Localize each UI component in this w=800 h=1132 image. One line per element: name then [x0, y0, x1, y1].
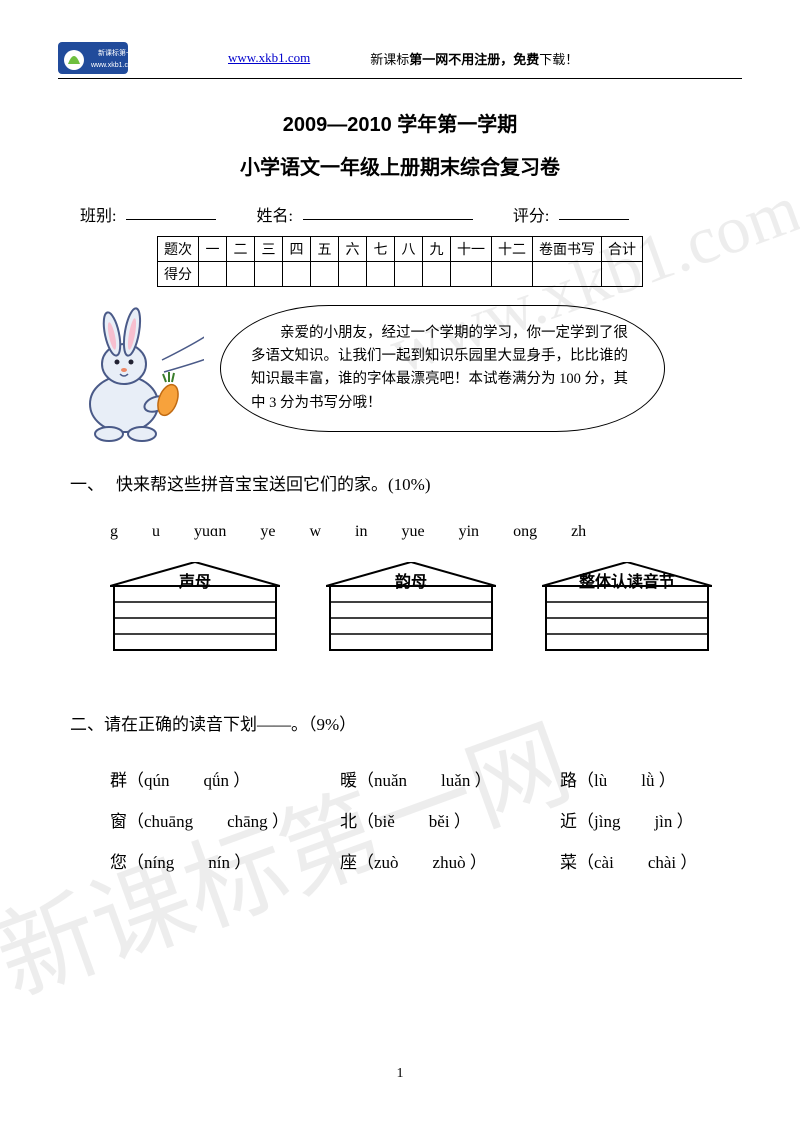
q2-item[interactable]: 近（jìng jìn ） [560, 802, 730, 843]
question-1: 一、 快来帮这些拼音宝宝送回它们的家。(10%) g u yuɑn ye w in yue y… [70, 469, 730, 663]
q2-item[interactable]: 群（qún qǘn ） [110, 761, 330, 802]
score-header-cell: 三 [255, 237, 283, 262]
header-link[interactable]: www.xkb1.com [228, 50, 310, 66]
q2-item[interactable]: 暖（nuǎn luǎn ） [340, 761, 550, 802]
q2-number: 二、 [70, 709, 104, 741]
score-table-header-row: 题次一二三四五六七八九十一十二卷面书写合计 [158, 237, 643, 262]
pinyin-house[interactable]: 韵母 [326, 562, 496, 663]
bubble-text: 亲爱的小朋友，经过一个学期的学习，你一定学到了很多语文知识。让我们一起到知识乐园… [251, 325, 628, 411]
svg-text:新课标第一网: 新课标第一网 [98, 48, 128, 57]
score-row-label: 得分 [158, 262, 199, 287]
name-blank[interactable] [303, 202, 473, 220]
pinyin-item: ong [513, 517, 537, 547]
score-table-score-row: 得分 [158, 262, 643, 287]
pinyin-item: w [309, 517, 321, 547]
score-cell[interactable] [395, 262, 423, 287]
score-cell[interactable] [602, 262, 643, 287]
title-line-2: 小学语文一年级上册期末综合复习卷 [70, 151, 730, 180]
score-cell[interactable] [227, 262, 255, 287]
site-logo: 新课标第一网 www.xkb1.com [58, 42, 128, 74]
score-header-cell: 题次 [158, 237, 199, 262]
q2-item[interactable]: 窗（chuāng chāng ） [110, 802, 330, 843]
score-header-cell: 合计 [602, 237, 643, 262]
name-label: 姓名: [256, 202, 292, 226]
score-cell[interactable] [367, 262, 395, 287]
q1-pinyin-row: g u yuɑn ye w in yue yin ong zh [70, 517, 730, 547]
score-header-cell: 二 [227, 237, 255, 262]
pinyin-item: u [152, 517, 160, 547]
question-2: 二、 请在正确的读音下划——。（9%） 群（qún qǘn ）暖（nuǎn lu… [70, 709, 730, 884]
score-header-cell: 九 [423, 237, 451, 262]
score-header-cell: 十一 [451, 237, 492, 262]
q1-number: 一、 [70, 469, 116, 501]
score-header-cell: 八 [395, 237, 423, 262]
page-header: 新课标第一网 www.xkb1.com www.xkb1.com 新课标第一网不… [58, 42, 742, 79]
header-text-1: 新课标 [370, 52, 409, 67]
score-blank[interactable] [559, 202, 629, 220]
pinyin-item: in [355, 517, 367, 547]
pinyin-item: g [110, 517, 118, 547]
score-header-cell: 四 [283, 237, 311, 262]
score-cell[interactable] [255, 262, 283, 287]
score-header-cell: 六 [339, 237, 367, 262]
page-content: 2009—2010 学年第一学期 小学语文一年级上册期末综合复习卷 班别: 姓名… [70, 100, 730, 884]
score-header-cell: 十二 [492, 237, 533, 262]
speech-bubble: 亲爱的小朋友，经过一个学期的学习，你一定学到了很多语文知识。让我们一起到知识乐园… [220, 305, 665, 432]
class-blank[interactable] [126, 202, 216, 220]
q2-item[interactable]: 北（biě běi ） [340, 802, 550, 843]
q1-title: 快来帮这些拼音宝宝送回它们的家。(10%) [116, 469, 430, 501]
house-label: 韵母 [326, 568, 496, 598]
score-header-cell: 七 [367, 237, 395, 262]
header-text-bold: 第一网不用注册，免费 [409, 52, 539, 67]
intro-speech: 亲爱的小朋友，经过一个学期的学习，你一定学到了很多语文知识。让我们一起到知识乐园… [70, 299, 730, 449]
header-slogan: 新课标第一网不用注册，免费下载！ [370, 49, 578, 68]
score-cell[interactable] [451, 262, 492, 287]
page-number: 1 [0, 1066, 800, 1082]
q2-item[interactable]: 路（lù lǜ ） [560, 761, 730, 802]
pinyin-house[interactable]: 声母 [110, 562, 280, 663]
pinyin-house[interactable]: 整体认读音节 [542, 562, 712, 663]
class-label: 班别: [80, 202, 116, 226]
q2-row: 群（qún qǘn ）暖（nuǎn luǎn ）路（lù lǜ ） [110, 761, 730, 802]
score-cell[interactable] [533, 262, 602, 287]
score-cell[interactable] [311, 262, 339, 287]
pinyin-item: yue [402, 517, 425, 547]
score-cell[interactable] [339, 262, 367, 287]
pinyin-item: ye [260, 517, 275, 547]
score-header-cell: 卷面书写 [533, 237, 602, 262]
score-label: 评分: [513, 202, 549, 226]
q2-title: 请在正确的读音下划——。（9%） [104, 709, 356, 741]
score-cell[interactable] [492, 262, 533, 287]
q2-row: 窗（chuāng chāng ）北（biě běi ）近（jìng jìn ） [110, 802, 730, 843]
pinyin-item: zh [571, 517, 586, 547]
house-label: 声母 [110, 568, 280, 598]
header-text-2: 下载！ [539, 52, 578, 67]
title-line-1: 2009—2010 学年第一学期 [70, 108, 730, 137]
rabbit-icon [64, 304, 204, 449]
score-header-cell: 五 [311, 237, 339, 262]
house-label: 整体认读音节 [542, 568, 712, 598]
q2-body: 群（qún qǘn ）暖（nuǎn luǎn ）路（lù lǜ ）窗（chuān… [70, 761, 730, 883]
score-table: 题次一二三四五六七八九十一十二卷面书写合计 得分 [157, 236, 643, 287]
q2-item[interactable]: 菜（cài chài ） [560, 843, 730, 884]
q2-item[interactable]: 座（zuò zhuò ） [340, 843, 550, 884]
pinyin-item: yuɑn [194, 517, 226, 547]
score-cell[interactable] [283, 262, 311, 287]
student-info-line: 班别: 姓名: 评分: [70, 202, 730, 226]
score-cell[interactable] [199, 262, 227, 287]
q2-row: 您（níng nín ）座（zuò zhuò ）菜（cài chài ） [110, 843, 730, 884]
pinyin-item: yin [459, 517, 479, 547]
svg-text:www.xkb1.com: www.xkb1.com [90, 62, 128, 69]
score-cell[interactable] [423, 262, 451, 287]
q1-houses: 声母 韵母 整体认读音节 [70, 562, 730, 663]
score-header-cell: 一 [199, 237, 227, 262]
q2-item[interactable]: 您（níng nín ） [110, 843, 330, 884]
